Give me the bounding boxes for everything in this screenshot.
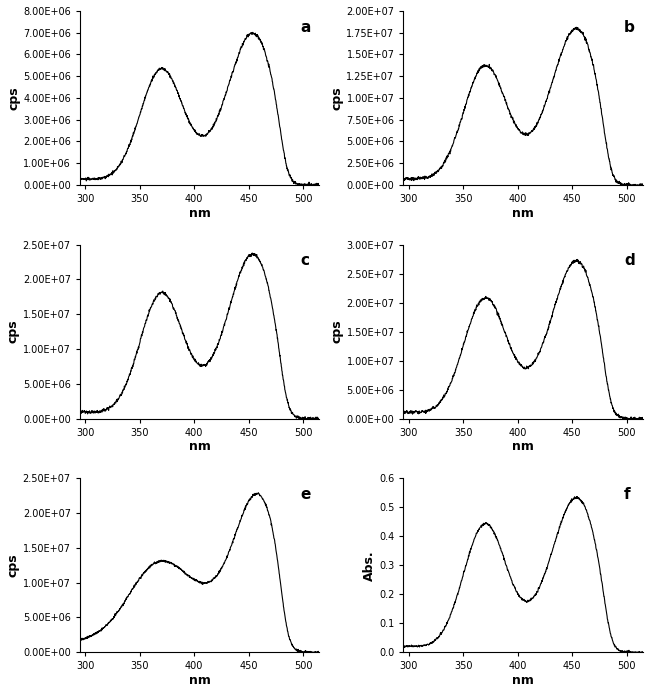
X-axis label: nm: nm bbox=[188, 441, 211, 453]
Text: e: e bbox=[300, 487, 311, 502]
Y-axis label: cps: cps bbox=[331, 320, 344, 344]
Y-axis label: cps: cps bbox=[7, 86, 20, 110]
Text: f: f bbox=[624, 487, 630, 502]
X-axis label: nm: nm bbox=[512, 674, 534, 687]
Y-axis label: cps: cps bbox=[7, 320, 20, 344]
Text: d: d bbox=[624, 253, 634, 269]
Y-axis label: cps: cps bbox=[331, 86, 344, 110]
Y-axis label: cps: cps bbox=[7, 553, 20, 577]
X-axis label: nm: nm bbox=[188, 207, 211, 220]
Y-axis label: Abs.: Abs. bbox=[363, 550, 376, 581]
X-axis label: nm: nm bbox=[512, 207, 534, 220]
Text: c: c bbox=[300, 253, 309, 269]
X-axis label: nm: nm bbox=[512, 441, 534, 453]
X-axis label: nm: nm bbox=[188, 674, 211, 687]
Text: a: a bbox=[300, 19, 311, 35]
Text: b: b bbox=[624, 19, 635, 35]
